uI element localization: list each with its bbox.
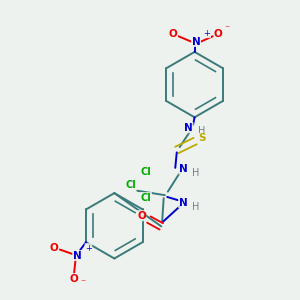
Text: H: H [198, 126, 206, 136]
Text: N: N [73, 250, 82, 260]
Text: N: N [192, 37, 200, 46]
Text: +: + [204, 29, 211, 38]
Text: O: O [50, 243, 58, 253]
Text: ⁻: ⁻ [80, 278, 85, 288]
Text: ⁻: ⁻ [224, 24, 229, 34]
Text: +: + [85, 244, 92, 253]
Text: H: H [192, 169, 200, 178]
Text: O: O [137, 211, 146, 221]
Text: H: H [192, 202, 199, 212]
Text: Cl: Cl [125, 180, 136, 190]
Text: O: O [70, 274, 79, 284]
Text: S: S [198, 134, 206, 143]
Text: Cl: Cl [141, 167, 152, 177]
Text: O: O [169, 29, 178, 39]
Text: N: N [184, 123, 193, 133]
Text: N: N [178, 198, 188, 208]
Text: O: O [214, 29, 223, 39]
Text: N: N [179, 164, 188, 174]
Text: Cl: Cl [141, 193, 152, 202]
